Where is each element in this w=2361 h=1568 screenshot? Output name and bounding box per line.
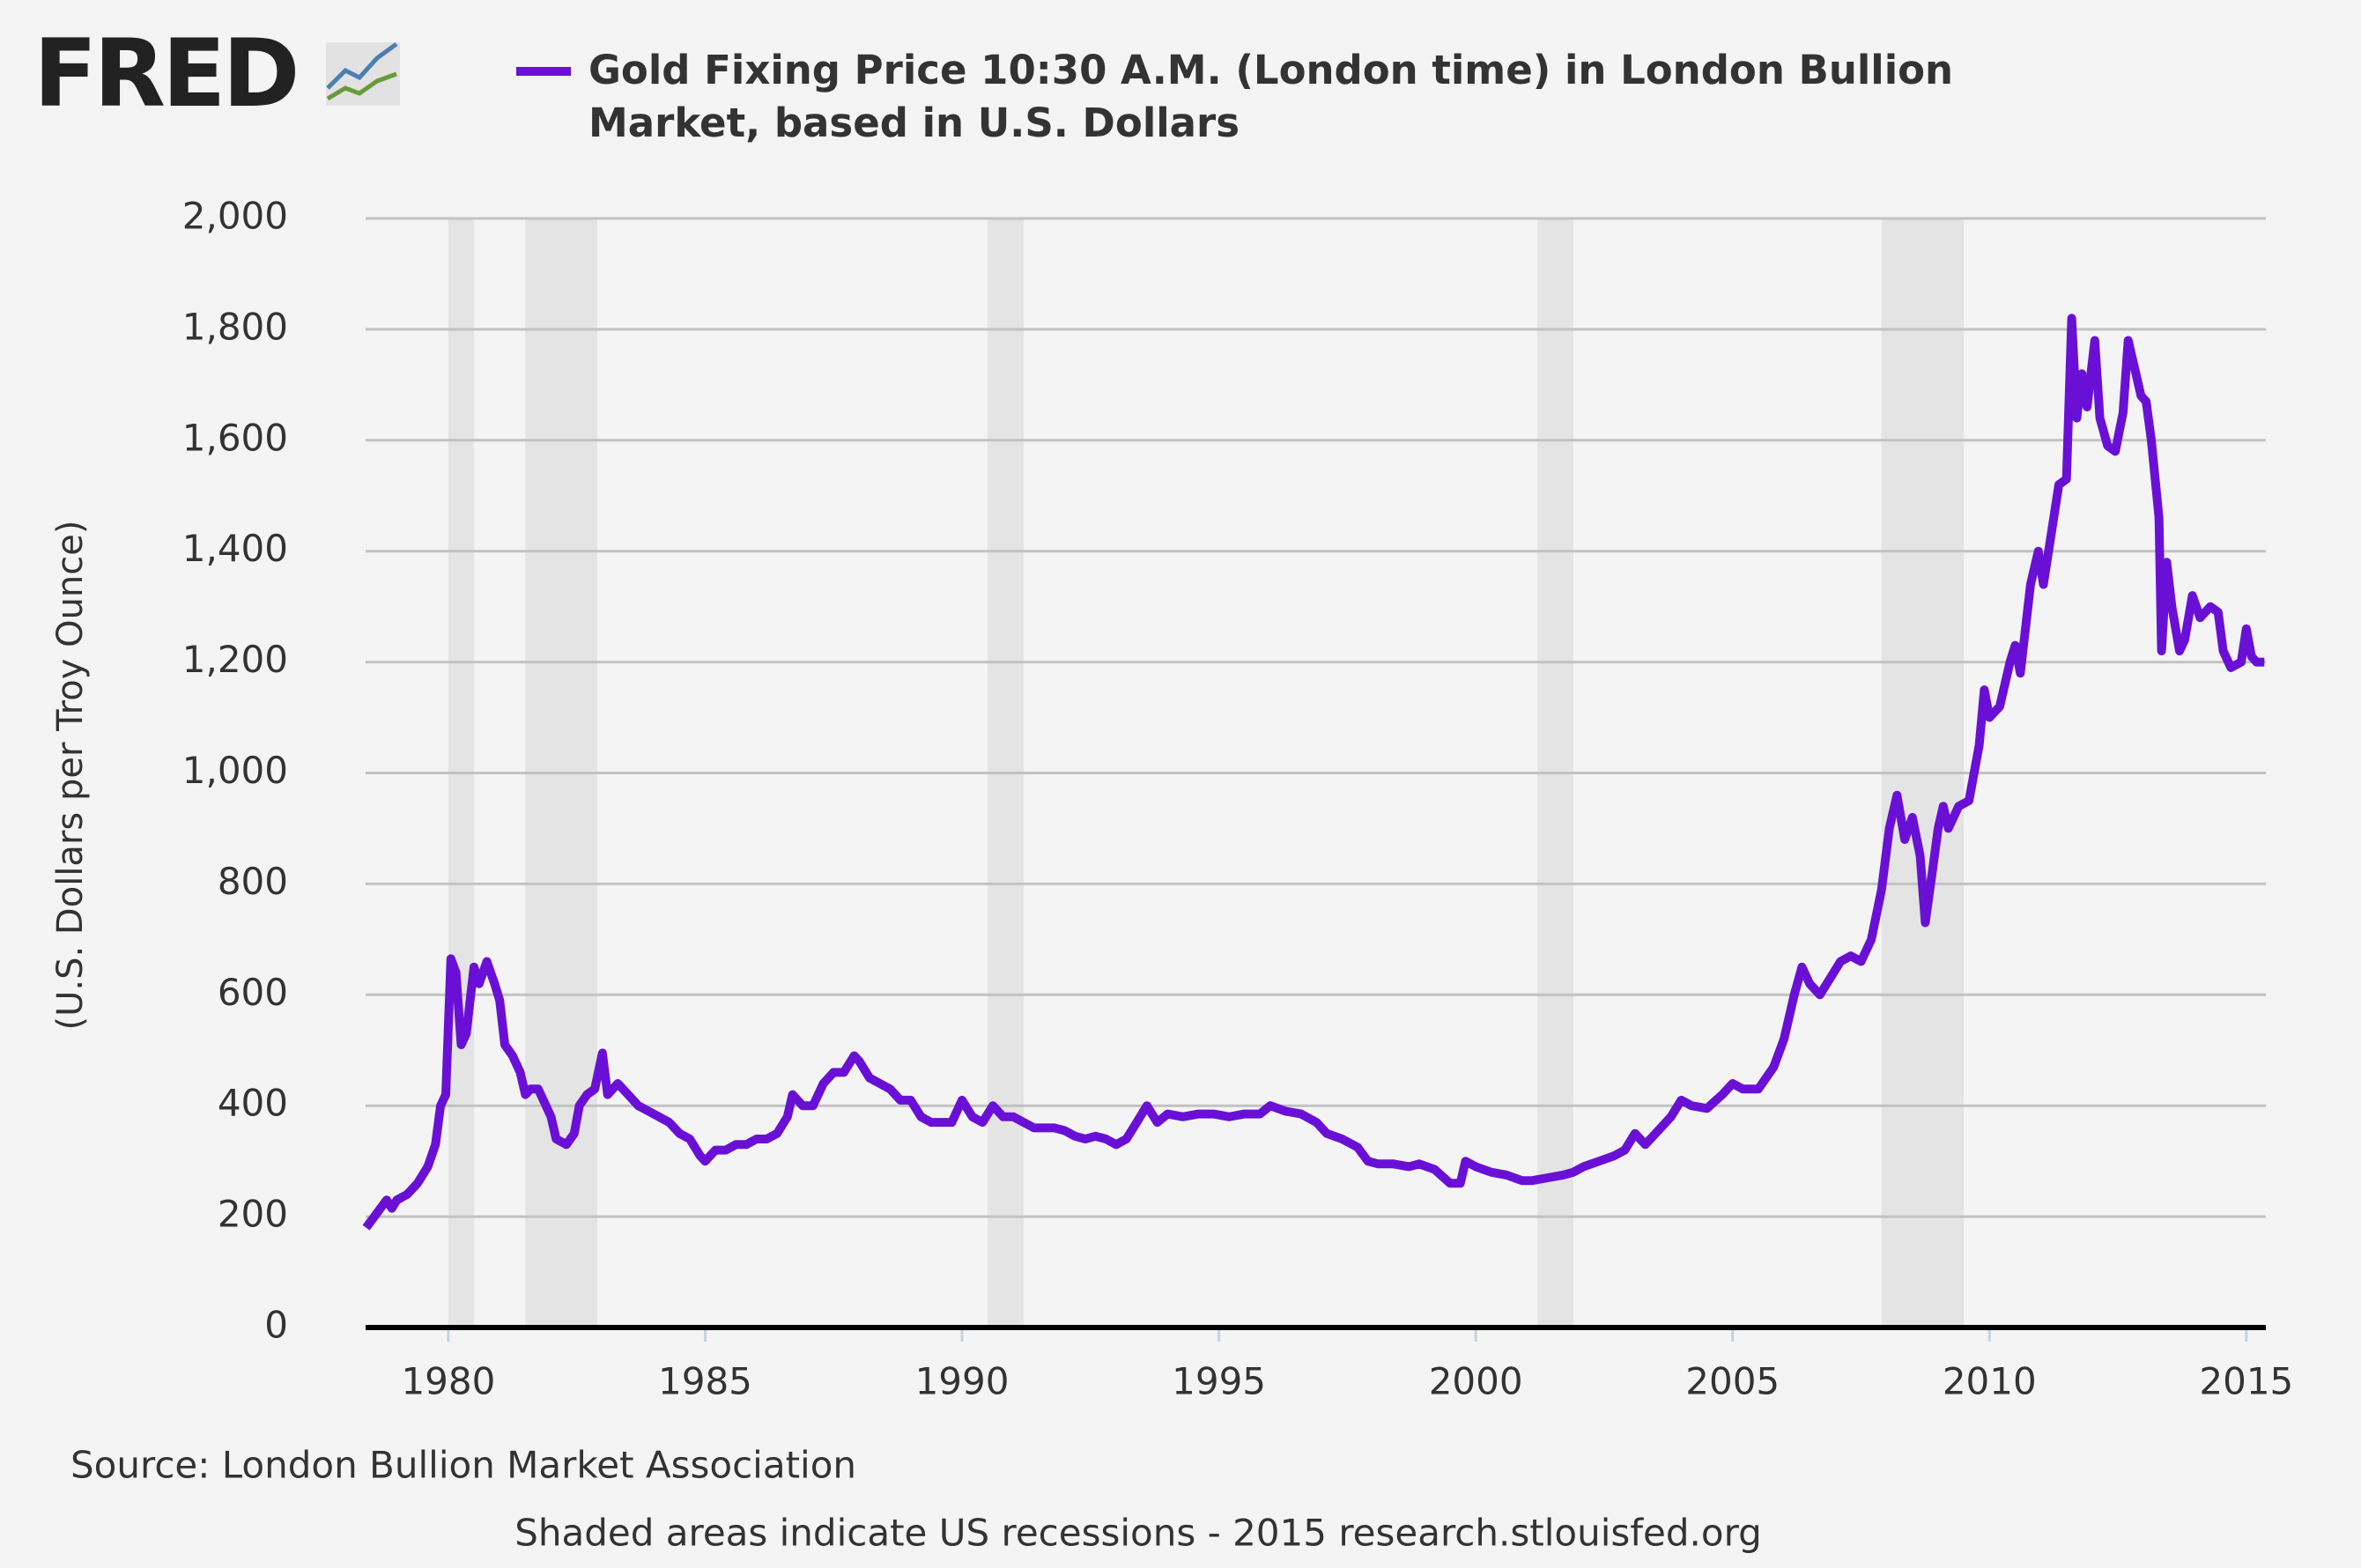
y-tick-label: 600 xyxy=(218,971,288,1014)
x-tick-label: 2015 xyxy=(2199,1360,2293,1403)
y-axis-label: (U.S. Dollars per Troy Ounce) xyxy=(50,521,91,1031)
y-tick-label: 200 xyxy=(218,1193,288,1236)
legend-key xyxy=(516,67,571,76)
x-tick-label: 1995 xyxy=(1172,1360,1266,1403)
x-tick-label: 2010 xyxy=(1943,1360,2037,1403)
x-tick-label: 1990 xyxy=(915,1360,1010,1403)
note: Shaded areas indicate US recessions - 20… xyxy=(514,1512,1762,1555)
logo: FRED xyxy=(33,19,300,128)
y-tick-label: 1,800 xyxy=(182,305,288,348)
y-tick-label: 1,000 xyxy=(182,749,288,792)
source: Source: London Bullion Market Associatio… xyxy=(70,1444,856,1487)
y-tick-label: 1,200 xyxy=(182,638,288,681)
logo-icon xyxy=(326,41,400,106)
legend-label: Gold Fixing Price 10:30 A.M. (London tim… xyxy=(588,47,1954,146)
y-tick-label: 800 xyxy=(218,860,288,903)
y-tick-label: 400 xyxy=(218,1082,288,1125)
x-tick-label: 2000 xyxy=(1429,1360,1523,1403)
y-tick-label: 1,600 xyxy=(182,416,288,459)
x-tick-label: 1985 xyxy=(658,1360,752,1403)
legend: Gold Fixing Price 10:30 A.M. (London tim… xyxy=(516,44,2086,150)
y-tick-label: 0 xyxy=(264,1304,288,1347)
x-tick-label: 2005 xyxy=(1685,1360,1780,1403)
y-tick-label: 1,400 xyxy=(182,527,288,570)
series-line xyxy=(362,314,2265,1231)
y-tick-label: 2,000 xyxy=(182,195,288,238)
x-tick-label: 1980 xyxy=(401,1360,495,1403)
